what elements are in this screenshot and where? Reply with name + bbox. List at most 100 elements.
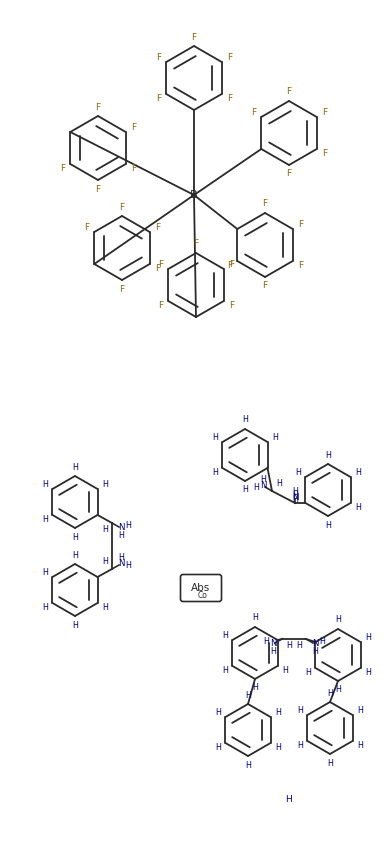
Text: H: H <box>292 495 298 505</box>
Text: F: F <box>298 261 303 270</box>
Text: F: F <box>263 282 268 290</box>
Text: Co: Co <box>198 591 208 599</box>
Text: H: H <box>72 533 78 542</box>
Text: H: H <box>125 561 131 571</box>
Text: F: F <box>251 108 256 117</box>
Text: F: F <box>229 301 234 310</box>
Text: F: F <box>191 33 196 41</box>
Text: Abs: Abs <box>191 583 210 593</box>
Text: H: H <box>118 553 124 561</box>
Text: H: H <box>263 637 269 647</box>
Text: H: H <box>276 479 282 489</box>
Text: H: H <box>335 685 341 695</box>
Text: H: H <box>245 760 251 770</box>
Text: F: F <box>84 223 89 232</box>
Text: H: H <box>275 708 281 717</box>
Text: H: H <box>335 615 341 625</box>
Text: H: H <box>365 668 371 677</box>
Text: N: N <box>118 560 124 569</box>
Text: H: H <box>102 480 108 489</box>
Text: H: H <box>325 451 331 459</box>
Text: H: H <box>260 474 266 484</box>
Text: H: H <box>356 468 361 477</box>
Text: F: F <box>286 88 292 96</box>
Text: H: H <box>312 647 318 656</box>
Text: H: H <box>42 515 47 524</box>
FancyBboxPatch shape <box>180 575 221 602</box>
Text: F: F <box>158 260 163 269</box>
Text: F: F <box>156 53 161 62</box>
Text: H: H <box>42 568 47 577</box>
Text: H: H <box>286 641 292 651</box>
Text: H: H <box>42 480 47 489</box>
Text: N: N <box>292 494 298 502</box>
Text: H: H <box>252 614 258 623</box>
Text: F: F <box>119 284 124 294</box>
Text: F: F <box>322 108 327 117</box>
Text: H: H <box>297 741 303 750</box>
Text: F: F <box>131 123 136 132</box>
Text: B: B <box>190 190 198 200</box>
Text: F: F <box>263 199 268 208</box>
Text: H: H <box>245 690 251 700</box>
Text: H: H <box>72 550 78 560</box>
Text: F: F <box>158 301 163 310</box>
Text: F: F <box>322 149 327 158</box>
Text: H: H <box>292 491 298 500</box>
Text: F: F <box>193 240 198 248</box>
Text: H: H <box>212 433 217 442</box>
Text: H: H <box>72 620 78 630</box>
Text: F: F <box>227 53 232 62</box>
Text: H: H <box>357 706 363 715</box>
Text: H: H <box>215 708 221 717</box>
Text: H: H <box>296 641 302 651</box>
Text: H: H <box>319 637 325 647</box>
Text: H: H <box>212 468 217 477</box>
Text: H: H <box>42 603 47 612</box>
Text: H: H <box>327 759 333 767</box>
Text: F: F <box>95 185 101 193</box>
Text: N: N <box>270 640 276 648</box>
Text: H: H <box>102 558 108 566</box>
Text: F: F <box>286 170 292 178</box>
Text: H: H <box>253 484 259 493</box>
Text: F: F <box>60 164 65 173</box>
Text: H: H <box>286 796 293 804</box>
Text: H: H <box>327 689 333 697</box>
Text: H: H <box>295 468 301 477</box>
Text: H: H <box>282 666 288 675</box>
Text: H: H <box>305 668 311 677</box>
Text: H: H <box>272 433 278 442</box>
Text: H: H <box>118 531 124 539</box>
Text: F: F <box>155 264 160 273</box>
Text: F: F <box>298 220 303 229</box>
Text: F: F <box>155 223 160 232</box>
Text: F: F <box>119 203 124 212</box>
Text: H: H <box>242 415 248 425</box>
Text: H: H <box>222 666 228 675</box>
Text: H: H <box>72 463 78 472</box>
Text: H: H <box>356 503 361 512</box>
Text: H: H <box>242 485 248 495</box>
Text: H: H <box>365 633 371 642</box>
Text: H: H <box>357 741 363 750</box>
Text: F: F <box>156 94 161 103</box>
Text: N: N <box>118 523 124 533</box>
Text: F: F <box>227 94 232 103</box>
Text: H: H <box>102 603 108 612</box>
Text: F: F <box>131 164 136 173</box>
Text: H: H <box>125 522 131 531</box>
Text: N: N <box>312 640 318 648</box>
Text: H: H <box>297 706 303 715</box>
Text: H: H <box>215 743 221 752</box>
Text: H: H <box>292 486 298 495</box>
Text: H: H <box>252 684 258 692</box>
Text: F: F <box>227 261 232 270</box>
Text: H: H <box>102 526 108 534</box>
Text: N: N <box>260 481 266 490</box>
Text: H: H <box>222 631 228 640</box>
Text: F: F <box>95 102 101 111</box>
Text: H: H <box>270 647 276 656</box>
Text: F: F <box>229 260 234 269</box>
Text: H: H <box>275 743 281 752</box>
